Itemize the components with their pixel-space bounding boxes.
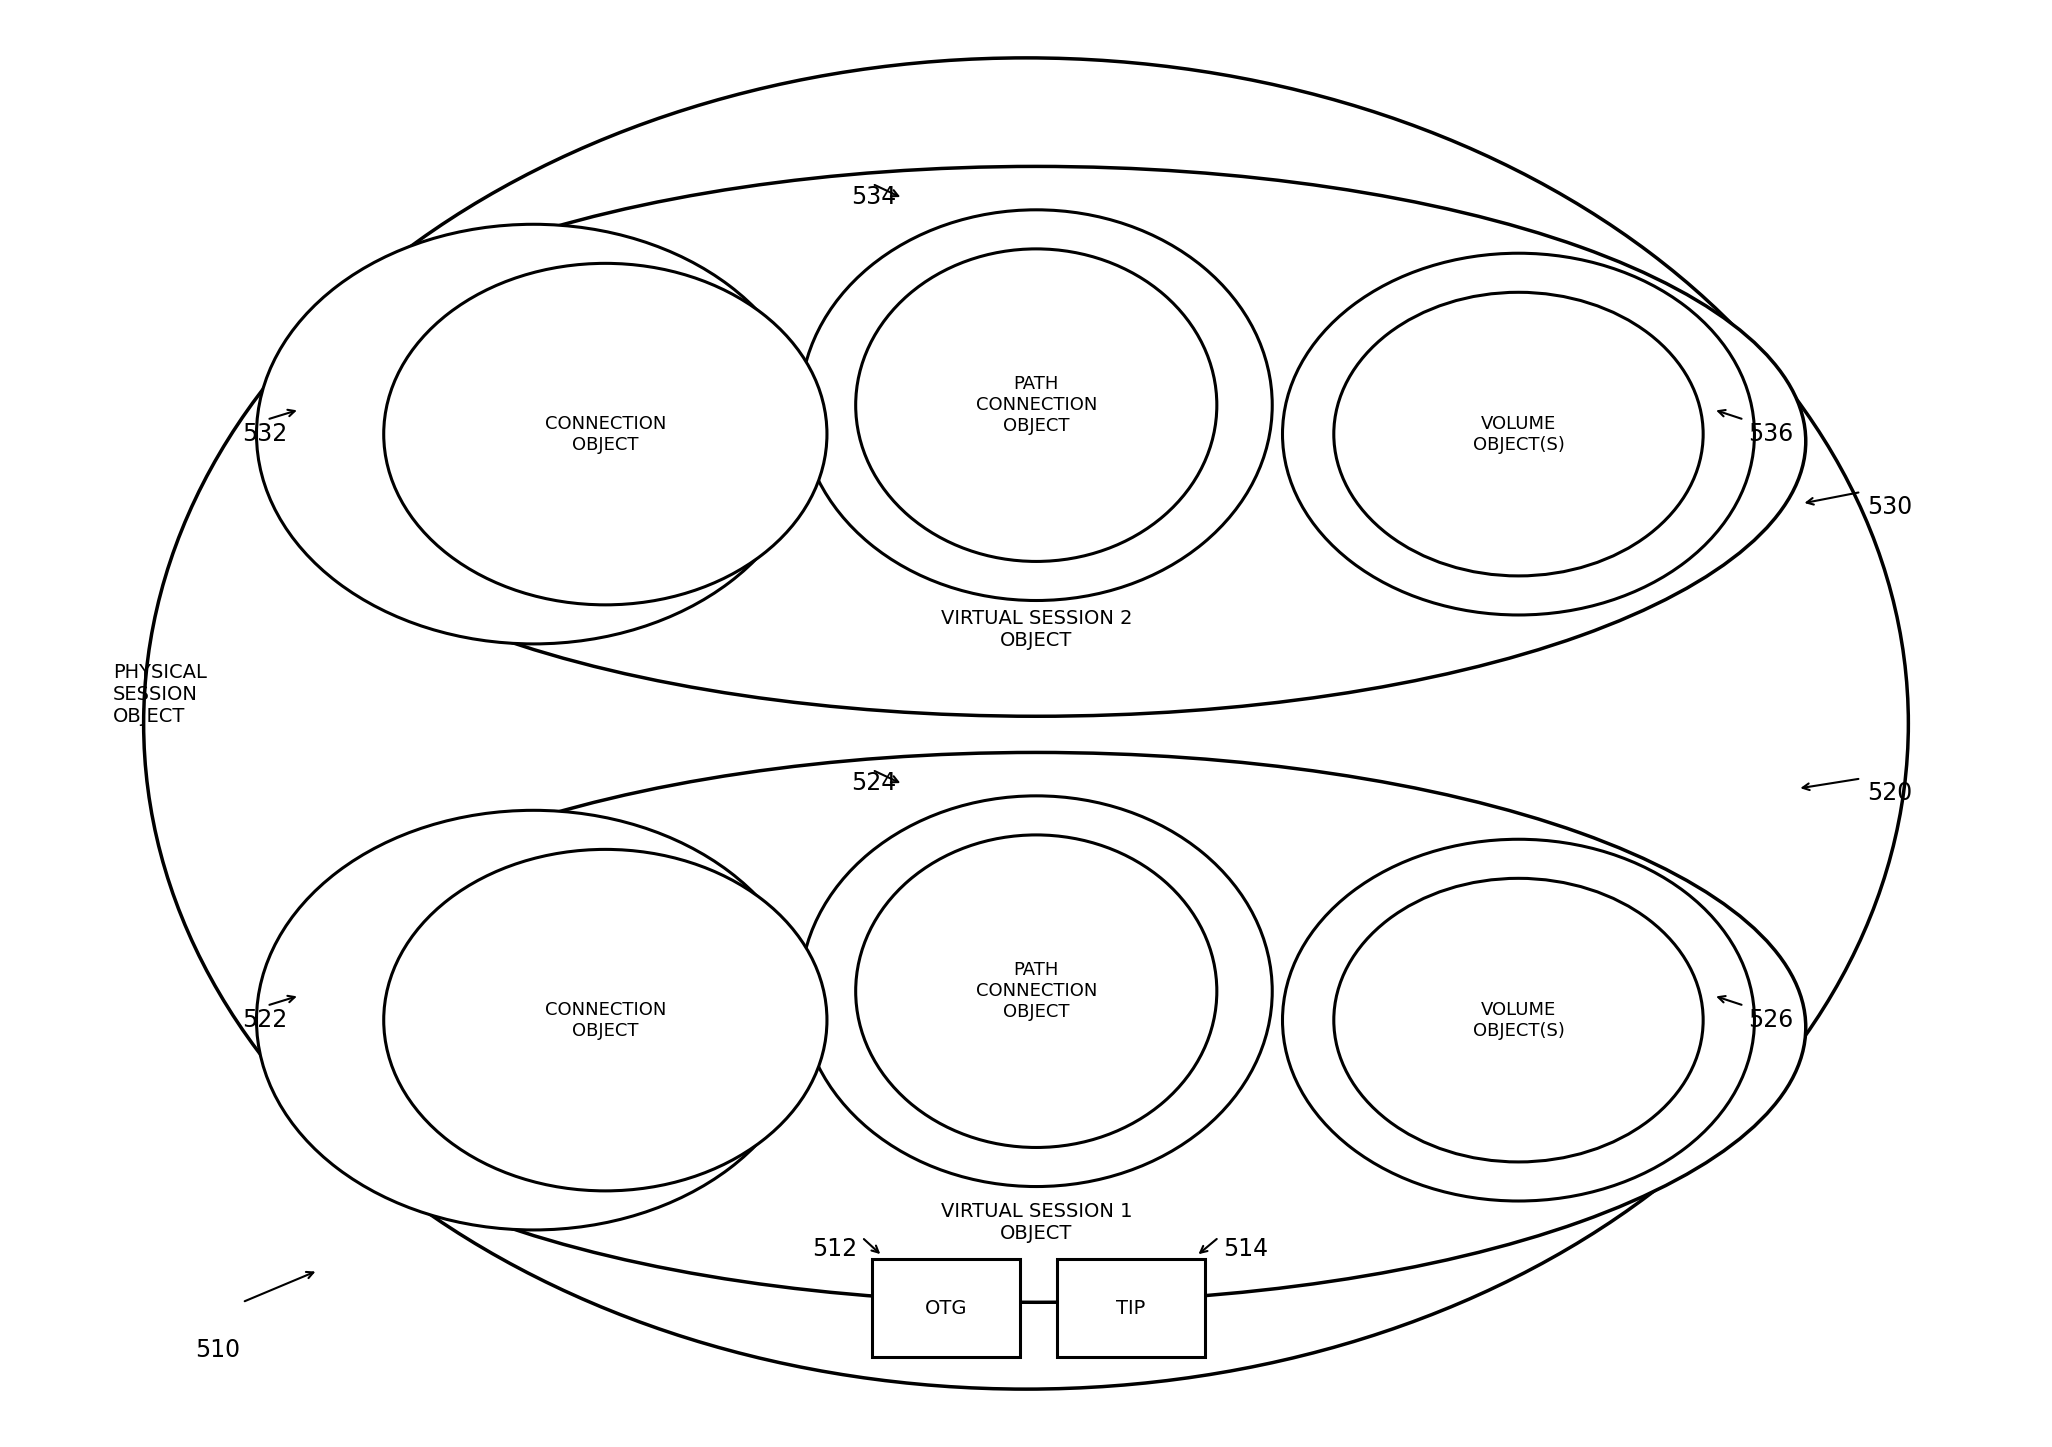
Text: 510: 510: [195, 1338, 240, 1363]
Text: 536: 536: [1748, 423, 1793, 446]
Text: 524: 524: [852, 771, 897, 796]
FancyBboxPatch shape: [1057, 1259, 1205, 1357]
Text: 530: 530: [1867, 495, 1912, 519]
Text: 526: 526: [1748, 1009, 1793, 1032]
Ellipse shape: [1334, 292, 1703, 576]
Text: VOLUME
OBJECT(S): VOLUME OBJECT(S): [1473, 1001, 1564, 1039]
Ellipse shape: [256, 810, 811, 1230]
Ellipse shape: [800, 796, 1272, 1187]
Text: 520: 520: [1867, 781, 1912, 806]
Ellipse shape: [256, 224, 811, 644]
Text: TIP: TIP: [1116, 1298, 1145, 1318]
Ellipse shape: [1282, 253, 1754, 615]
Ellipse shape: [800, 210, 1272, 601]
Text: 514: 514: [1223, 1237, 1268, 1262]
Ellipse shape: [1282, 839, 1754, 1201]
Text: VIRTUAL SESSION 1
OBJECT: VIRTUAL SESSION 1 OBJECT: [940, 1202, 1133, 1243]
Ellipse shape: [1334, 878, 1703, 1162]
Ellipse shape: [856, 835, 1217, 1147]
Ellipse shape: [856, 249, 1217, 561]
Ellipse shape: [267, 166, 1806, 716]
Ellipse shape: [144, 58, 1908, 1389]
Text: VOLUME
OBJECT(S): VOLUME OBJECT(S): [1473, 415, 1564, 453]
Text: 532: 532: [242, 423, 287, 446]
Ellipse shape: [267, 752, 1806, 1302]
Ellipse shape: [384, 849, 827, 1191]
Text: PATH
CONNECTION
OBJECT: PATH CONNECTION OBJECT: [975, 961, 1098, 1022]
Text: OTG: OTG: [925, 1298, 966, 1318]
Text: VIRTUAL SESSION 2
OBJECT: VIRTUAL SESSION 2 OBJECT: [940, 609, 1133, 650]
Text: 534: 534: [852, 185, 897, 210]
Text: PATH
CONNECTION
OBJECT: PATH CONNECTION OBJECT: [975, 375, 1098, 436]
Text: CONNECTION
OBJECT: CONNECTION OBJECT: [544, 415, 667, 453]
FancyBboxPatch shape: [872, 1259, 1020, 1357]
Ellipse shape: [384, 263, 827, 605]
Text: 522: 522: [242, 1009, 287, 1032]
Text: CONNECTION
OBJECT: CONNECTION OBJECT: [544, 1001, 667, 1039]
Text: 512: 512: [813, 1237, 858, 1262]
Text: PHYSICAL
SESSION
OBJECT: PHYSICAL SESSION OBJECT: [113, 663, 207, 726]
